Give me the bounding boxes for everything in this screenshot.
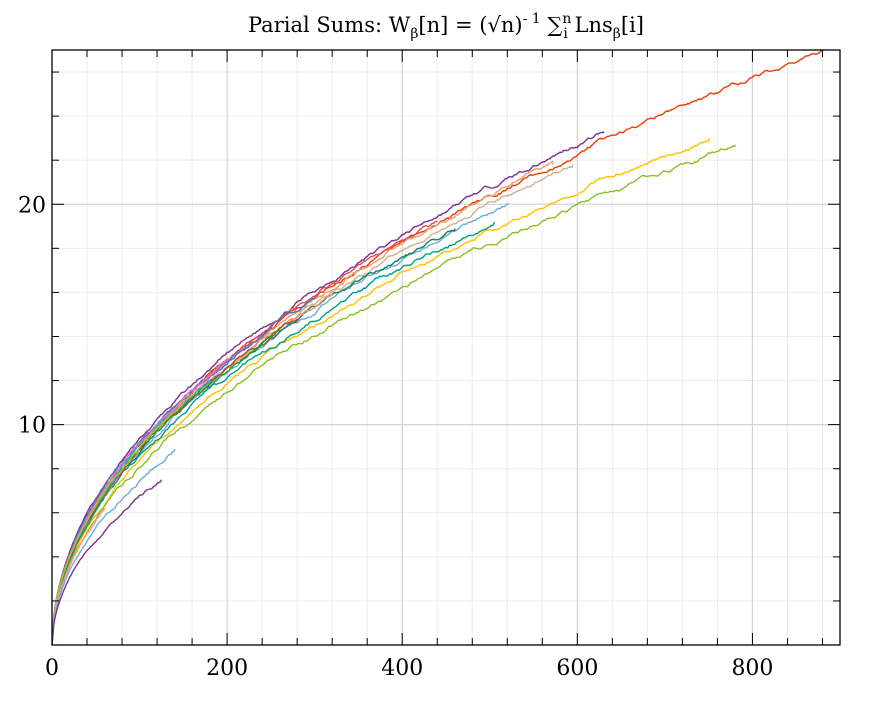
x-tick-label: 200 — [206, 656, 248, 681]
series-line — [52, 479, 163, 645]
series-line — [52, 138, 710, 645]
major-grid — [52, 50, 840, 645]
title-sum-sub: i — [563, 26, 568, 42]
x-tick-label: 400 — [381, 656, 423, 681]
title-mid: [n] = (√n) — [418, 13, 522, 37]
title-sup-minus-one: - 1 — [523, 11, 541, 27]
y-tick-labels: 10 20 — [18, 193, 46, 438]
x-tick-label: 600 — [556, 656, 598, 681]
series-line — [52, 394, 193, 645]
y-tick-label: 20 — [18, 193, 46, 218]
title-sum-sign: ∑ — [547, 13, 562, 37]
minor-grid — [52, 50, 840, 645]
series-line — [52, 448, 176, 645]
x-tick-labels: 0 200 400 600 800 — [45, 656, 773, 681]
x-tick-label: 800 — [731, 656, 773, 681]
series-group — [52, 50, 824, 645]
title-lns: Lns — [568, 13, 613, 37]
series-line — [52, 221, 495, 645]
title-sum-sup: n — [562, 11, 571, 27]
x-tick-label: 0 — [45, 656, 59, 681]
axis-ticks — [52, 50, 840, 645]
y-tick-label: 10 — [18, 414, 46, 439]
plot-frame — [51, 49, 841, 646]
series-line — [52, 508, 106, 645]
chart-title: Parial Sums: Wβ[n] = (√n)- 1 ∑n i Lnsβ[i] — [248, 11, 644, 42]
title-sub-beta2: β — [613, 26, 621, 42]
series-line — [52, 144, 736, 645]
title-prefix: Parial Sums: W — [248, 13, 411, 37]
title-end: [i] — [621, 13, 644, 37]
series-line — [52, 220, 438, 645]
title-sub-beta: β — [410, 26, 418, 42]
